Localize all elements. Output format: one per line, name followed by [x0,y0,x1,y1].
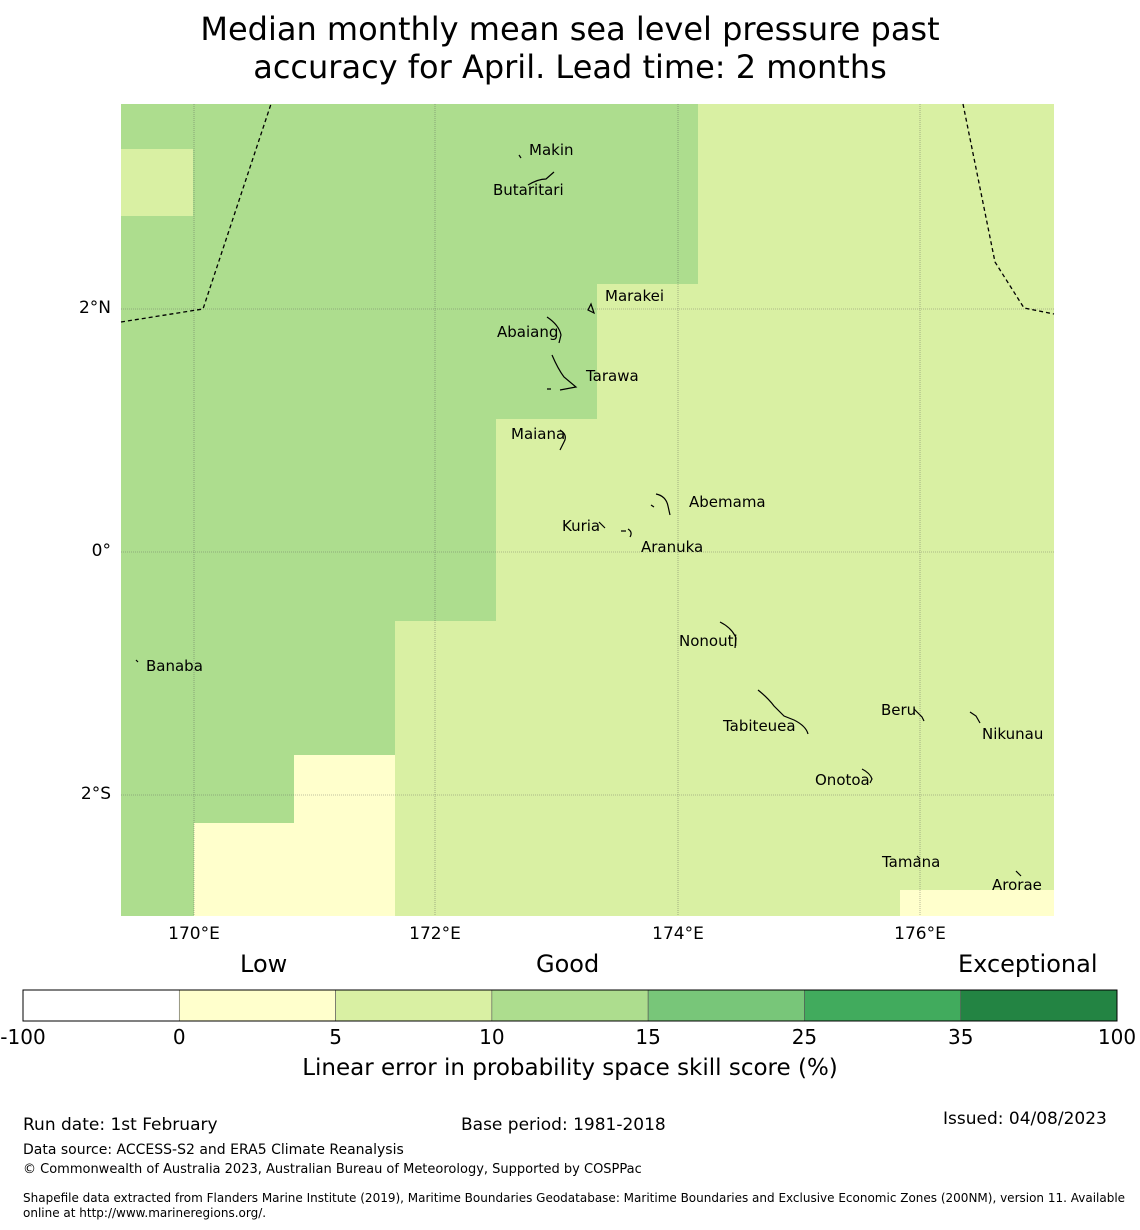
colorbar-category-exceptional: Exceptional [958,950,1098,978]
lat-label-2s: 2°S [80,784,111,804]
colorbar-tick-label: 25 [791,1025,818,1049]
island-nonouti-shape [719,621,737,649]
island-banaba-shape [135,659,139,663]
colorbar-tick-label: 10 [479,1025,505,1049]
island-label-nikunau: Nikunau [982,725,1044,743]
island-label-kuria: Kuria [562,517,601,535]
eez-boundaries [120,103,1055,323]
shapefile-credit-line-2: online at http://www.marineregions.org/. [23,1206,267,1220]
gridlines [121,104,1054,916]
lon-label-170e: 170°E [168,924,220,944]
island-tamana-shape [916,855,921,860]
colorbar-label: Linear error in probability space skill … [302,1055,838,1081]
island-label-banaba: Banaba [146,657,203,675]
island-label-beru: Beru [881,701,917,719]
eez-boundary-west [120,103,272,323]
colorbar-frame [22,989,1118,1022]
island-label-tamana: Tamana [882,853,941,871]
island-label-tabiteuea: Tabiteuea [723,717,796,735]
island-label-makin: Makin [529,141,574,159]
island-maiana-shape [559,429,566,451]
colorbar-tick-label: 100 [1097,1025,1137,1049]
lon-label-176e: 176°E [894,924,946,944]
eez-boundary-east [962,103,1055,315]
colorbar-segment [491,989,649,1022]
colorbar-segments [22,989,1118,1022]
colorbar-segment [22,989,180,1022]
lat-label-2n: 2°N [78,298,111,318]
skill-grid [121,104,1054,916]
colorbar-tick-label: 15 [635,1025,661,1049]
island-makin-shape [518,154,522,159]
island-onotoa-shape [861,768,873,784]
island-label-butaritari: Butaritari [493,181,564,199]
colorbar-tick-label: 35 [947,1025,974,1049]
colorbar-tick-label: 0 [172,1025,186,1049]
data-source: Data source: ACCESS-S2 and ERA5 Climate … [23,1142,404,1158]
island-tabiteuea-shape [757,689,809,735]
copyright: © Commonwealth of Australia 2023, Austra… [23,1162,642,1177]
grid-cell-low [294,755,395,823]
island-label-tarawa: Tarawa [586,367,639,385]
island-label-aranuka: Aranuka [641,538,704,556]
island-label-nonouti: Nonouti [679,632,738,650]
lon-label-172e: 172°E [409,924,461,944]
shapefile-credit-line-1: Shapefile data extracted from Flanders M… [23,1191,1126,1205]
island-label-maiana: Maiana [511,425,566,443]
run-date: Run date: 1st February [23,1115,218,1135]
grid-cell-low [194,823,395,916]
grid-cell-low [900,890,1054,916]
colorbar-segment [178,989,336,1022]
title-line-2: accuracy for April. Lead time: 2 months [253,48,887,86]
island-arorae-shape [1015,870,1022,877]
colorbar-segment [804,989,962,1022]
lon-label-174e: 174°E [652,924,704,944]
issued-date: Issued: 04/08/2023 [943,1109,1107,1129]
grid-region-good-high [121,104,698,916]
island-butaritari-shape [527,171,555,186]
lat-label-0: 0° [91,541,111,561]
colorbar-tick-label: -100 [0,1025,46,1049]
island-label-onotoa: Onotoa [815,771,870,789]
colorbar-segment [647,989,805,1022]
island-label-abaiang: Abaiang [497,323,559,341]
grid-cell-good-low [121,149,193,216]
island-kuria-shape [598,521,632,538]
title-line-1: Median monthly mean sea level pressure p… [200,10,940,48]
island-nikunau-shape [969,711,981,724]
island-abaiang-shape [546,316,562,344]
colorbar-category-low: Low [240,950,288,978]
chart-title: Median monthly mean sea level pressure p… [0,10,1140,86]
colorbar-segment [335,989,493,1022]
island-outlines [135,154,1022,877]
island-label-arorae: Arorae [992,876,1042,894]
colorbar-category-good: Good [536,950,600,978]
island-label-marakei: Marakei [605,287,665,305]
island-abemama-shape [650,493,671,516]
base-period: Base period: 1981-2018 [461,1115,666,1135]
island-tarawa-shape [547,354,578,391]
colorbar-segment [960,989,1118,1022]
island-marakei-shape [587,302,596,315]
colorbar-tick-label: 5 [329,1025,342,1049]
island-beru-shape [913,708,925,722]
island-label-abemama: Abemama [689,493,766,511]
